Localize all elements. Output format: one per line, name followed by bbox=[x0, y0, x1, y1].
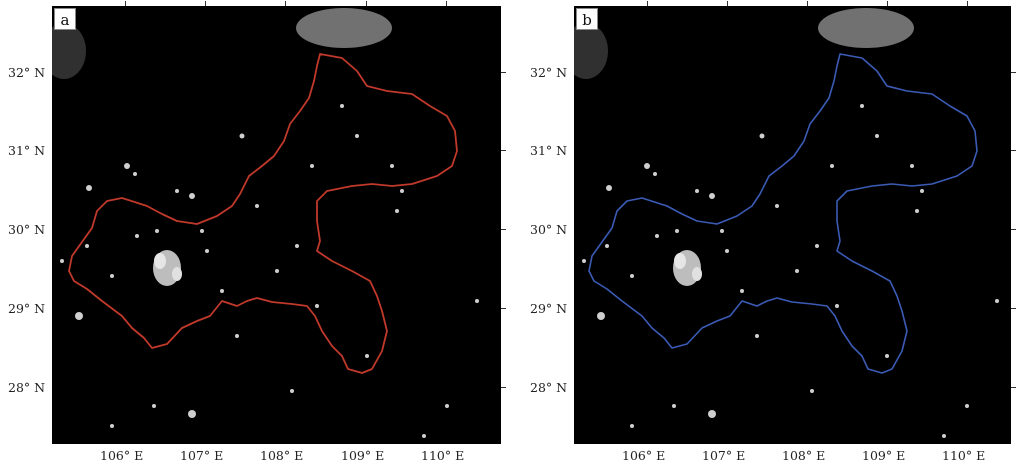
tick-mark bbox=[501, 150, 506, 151]
tick-mark bbox=[446, 1, 447, 6]
panel-b: b 32° N 31° N 30° N 29° N 28° N 106° E 1… bbox=[520, 0, 1020, 468]
tick-mark bbox=[727, 1, 728, 6]
map-frame-b bbox=[574, 6, 1011, 444]
tick-mark bbox=[501, 229, 506, 230]
lon-label-109e: 109° E bbox=[862, 448, 906, 463]
panel-a: a 32° N 31° N 30° N 29° N 28° N 106° E 1… bbox=[8, 1, 506, 463]
lon-label-107e: 107° E bbox=[702, 448, 746, 463]
cloud-patch-left bbox=[574, 23, 608, 79]
tick-mark bbox=[366, 1, 367, 6]
lat-label-32n: 32° N bbox=[8, 65, 46, 80]
lon-label-108e: 108° E bbox=[782, 448, 826, 463]
lat-label-29n: 29° N bbox=[8, 301, 46, 316]
tick-mark bbox=[1011, 308, 1016, 309]
cloud-patch-left bbox=[52, 23, 86, 79]
lon-label-106e: 106° E bbox=[622, 448, 666, 463]
lat-label-31n: 31° N bbox=[530, 143, 568, 158]
lat-label-28n: 28° N bbox=[530, 380, 568, 395]
nighttime-map-a bbox=[52, 6, 501, 444]
lon-label-110e: 110° E bbox=[942, 448, 986, 463]
cloud-patch-top bbox=[818, 8, 914, 48]
tick-mark bbox=[285, 1, 286, 6]
lat-label-30n: 30° N bbox=[8, 222, 46, 237]
lon-label-108e: 108° E bbox=[260, 448, 304, 463]
nighttime-map-b bbox=[574, 6, 1011, 444]
lon-label-110e: 110° E bbox=[421, 448, 465, 463]
tick-mark bbox=[807, 1, 808, 6]
tick-mark bbox=[501, 387, 506, 388]
city-lights bbox=[60, 104, 479, 438]
tick-mark bbox=[967, 1, 968, 6]
tick-mark bbox=[1011, 229, 1016, 230]
tick-mark bbox=[501, 72, 506, 73]
lon-label-109e: 109° E bbox=[341, 448, 385, 463]
panel-label-a: a bbox=[54, 8, 76, 30]
lat-label-29n: 29° N bbox=[530, 301, 568, 316]
lon-label-106e: 106° E bbox=[100, 448, 144, 463]
tick-mark bbox=[205, 1, 206, 6]
cloud-patch-top bbox=[296, 8, 392, 48]
region-boundary-a bbox=[68, 53, 458, 374]
tick-mark bbox=[1011, 72, 1016, 73]
lat-label-31n: 31° N bbox=[8, 143, 46, 158]
city-lights bbox=[582, 104, 999, 438]
tick-mark bbox=[887, 1, 888, 6]
panel-label-b: b bbox=[576, 8, 598, 30]
tick-mark bbox=[501, 308, 506, 309]
region-boundary-b bbox=[588, 53, 978, 374]
lat-label-28n: 28° N bbox=[8, 380, 46, 395]
tick-mark bbox=[647, 1, 648, 6]
lat-label-32n: 32° N bbox=[530, 65, 568, 80]
lat-label-30n: 30° N bbox=[530, 222, 568, 237]
map-frame-a bbox=[52, 6, 501, 444]
tick-mark bbox=[1011, 387, 1016, 388]
tick-mark bbox=[1011, 150, 1016, 151]
lon-label-107e: 107° E bbox=[180, 448, 224, 463]
tick-mark bbox=[125, 1, 126, 6]
